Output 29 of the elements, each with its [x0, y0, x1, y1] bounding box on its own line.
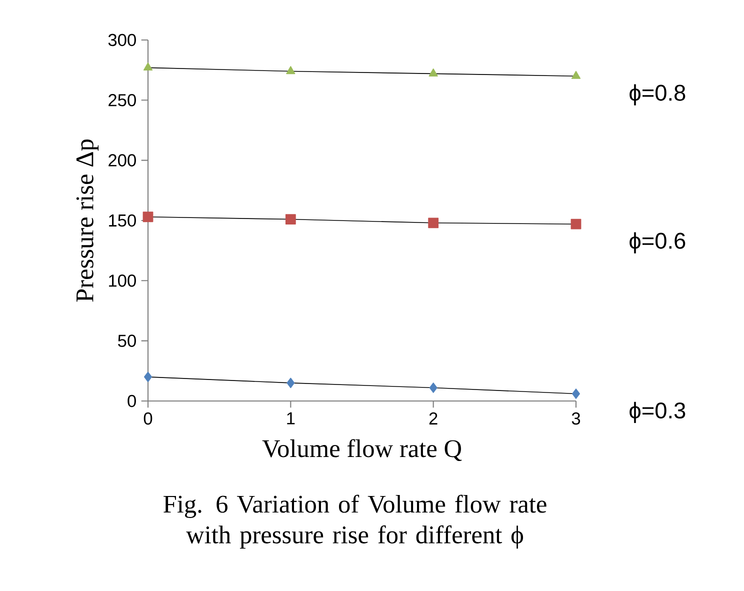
point	[144, 372, 152, 382]
point	[429, 382, 438, 393]
text: ϕ=0.3	[630, 402, 686, 423]
x-tick-label: 2	[429, 412, 438, 424]
point	[286, 66, 296, 74]
caption: Fig. 6 Variation of Volume flow rate with pressure rise for different ϕ	[164, 494, 546, 549]
y-axis-title: Pressure rise Δp	[76, 140, 99, 302]
point	[428, 218, 439, 228]
point	[570, 218, 582, 230]
y-tick-label: 150	[109, 214, 136, 227]
y-tick-label: 100	[109, 274, 136, 287]
point	[142, 212, 154, 222]
y-tick-label: 200	[108, 154, 136, 166]
point	[285, 214, 296, 224]
x-tick-label: 3	[572, 412, 580, 425]
y-tick-label: 250	[108, 94, 136, 106]
point	[572, 388, 580, 399]
x-tick-label: 0	[144, 412, 152, 425]
point	[428, 68, 438, 76]
point	[143, 62, 153, 70]
text: ϕ=0.8	[630, 84, 686, 106]
y-tick-label: 300	[108, 34, 136, 46]
x-tick-label: 1	[287, 412, 295, 424]
x-axis-title: Volume flow rate Q	[262, 439, 462, 462]
point	[286, 378, 295, 388]
y-tick-label: 50	[118, 334, 136, 347]
text: ϕ=0.6	[630, 232, 686, 254]
y-tick-label: 0	[128, 394, 136, 408]
point	[571, 70, 581, 79]
